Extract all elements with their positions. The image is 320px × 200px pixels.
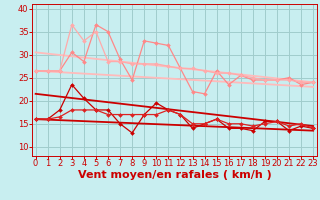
X-axis label: Vent moyen/en rafales ( km/h ): Vent moyen/en rafales ( km/h )	[77, 170, 271, 180]
